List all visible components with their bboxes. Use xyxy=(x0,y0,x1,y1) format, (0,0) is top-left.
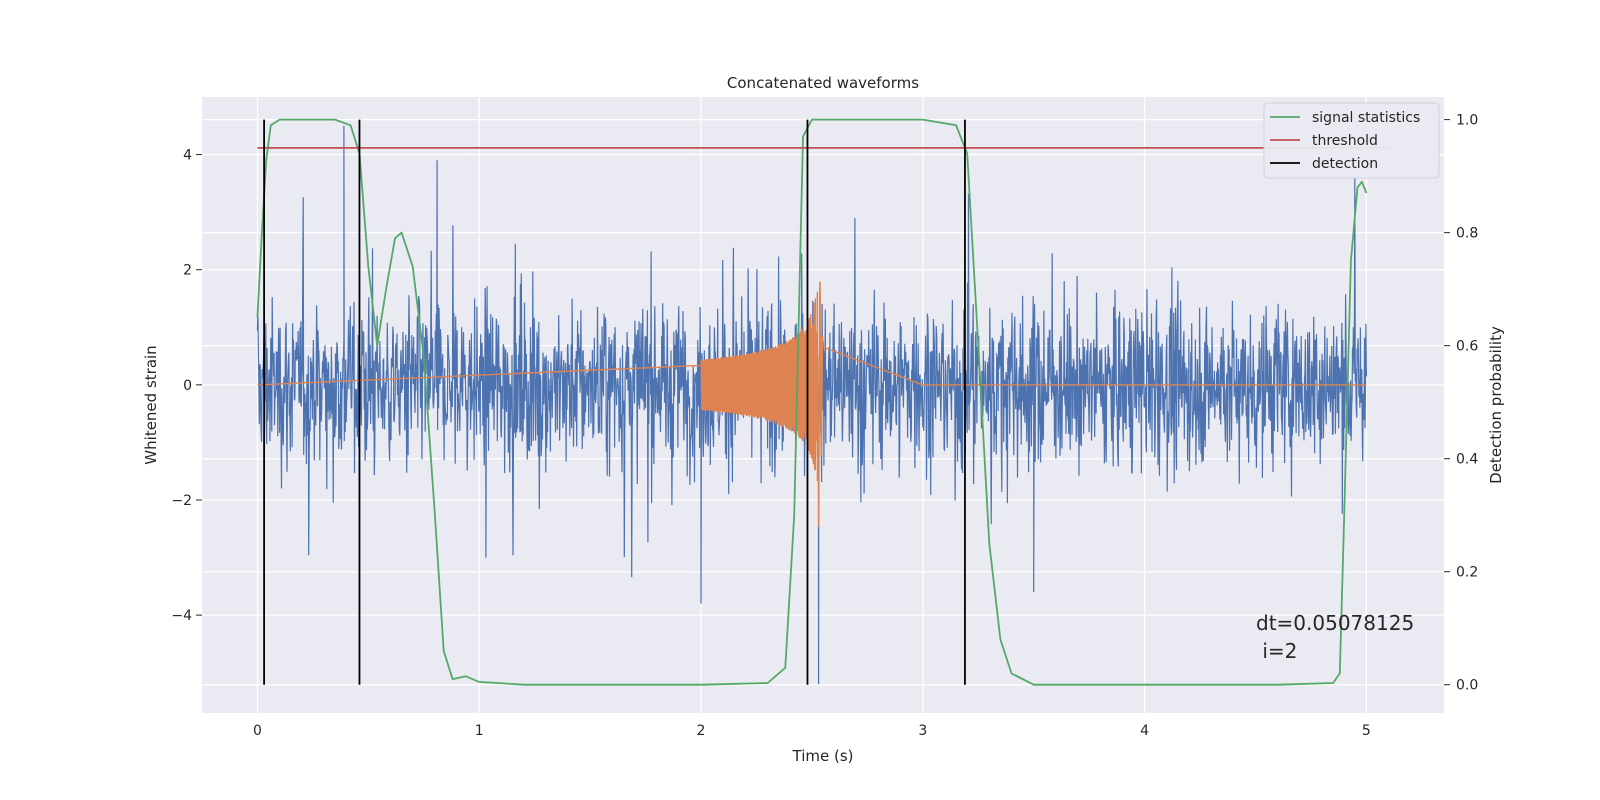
y-axis-label: Whitened strain xyxy=(142,345,160,464)
y2-tick-label-1: 0.2 xyxy=(1456,565,1478,581)
x-tick-label-4: 4 xyxy=(1140,723,1149,739)
x-tick-label-3: 3 xyxy=(918,723,927,739)
series-line-injected-waveform xyxy=(257,281,1367,528)
y-tick-label-0: −4 xyxy=(171,608,192,624)
y2-tick-label-5: 1.0 xyxy=(1456,113,1478,129)
y2-axis-label: Detection probability xyxy=(1487,326,1505,484)
x-tick-label-2: 2 xyxy=(697,723,706,739)
x-tick-label-1: 1 xyxy=(475,723,484,739)
annotation: dt=0.05078125 i=2 xyxy=(1256,611,1414,663)
y2-tick-label-4: 0.8 xyxy=(1456,226,1478,242)
legend: signal statistics threshold detection xyxy=(1263,102,1440,179)
legend-label-threshold: threshold xyxy=(1312,133,1378,149)
legend-box xyxy=(1263,102,1440,179)
series-layer xyxy=(256,118,1389,686)
y2-tick-label-2: 0.4 xyxy=(1456,452,1478,468)
legend-label-detection: detection xyxy=(1312,156,1378,172)
y2-tick-label-3: 0.6 xyxy=(1456,339,1478,355)
annotation-line-2: i=2 xyxy=(1256,639,1297,663)
y-tick-label-4: 4 xyxy=(183,148,192,164)
chart-title: Concatenated waveforms xyxy=(727,74,919,92)
legend-label-signal-statistics: signal statistics xyxy=(1312,110,1420,126)
y2-tick-label-0: 0.0 xyxy=(1456,678,1478,694)
x-tick-label-5: 5 xyxy=(1362,723,1371,739)
x-axis-label: Time (s) xyxy=(792,747,854,765)
annotation-line-1: dt=0.05078125 xyxy=(1256,611,1414,635)
y-tick-label-3: 2 xyxy=(183,263,192,279)
y-tick-label-1: −2 xyxy=(171,493,192,509)
y2-axis-ticks: 0.0 0.2 0.4 0.6 0.8 1.0 xyxy=(1444,113,1478,694)
x-axis-ticks: 0 1 2 3 4 5 xyxy=(253,723,1371,739)
y-axis-ticks: −4 −2 0 2 4 xyxy=(171,148,202,624)
x-tick-label-0: 0 xyxy=(253,723,262,739)
y-tick-label-2: 0 xyxy=(183,378,192,394)
